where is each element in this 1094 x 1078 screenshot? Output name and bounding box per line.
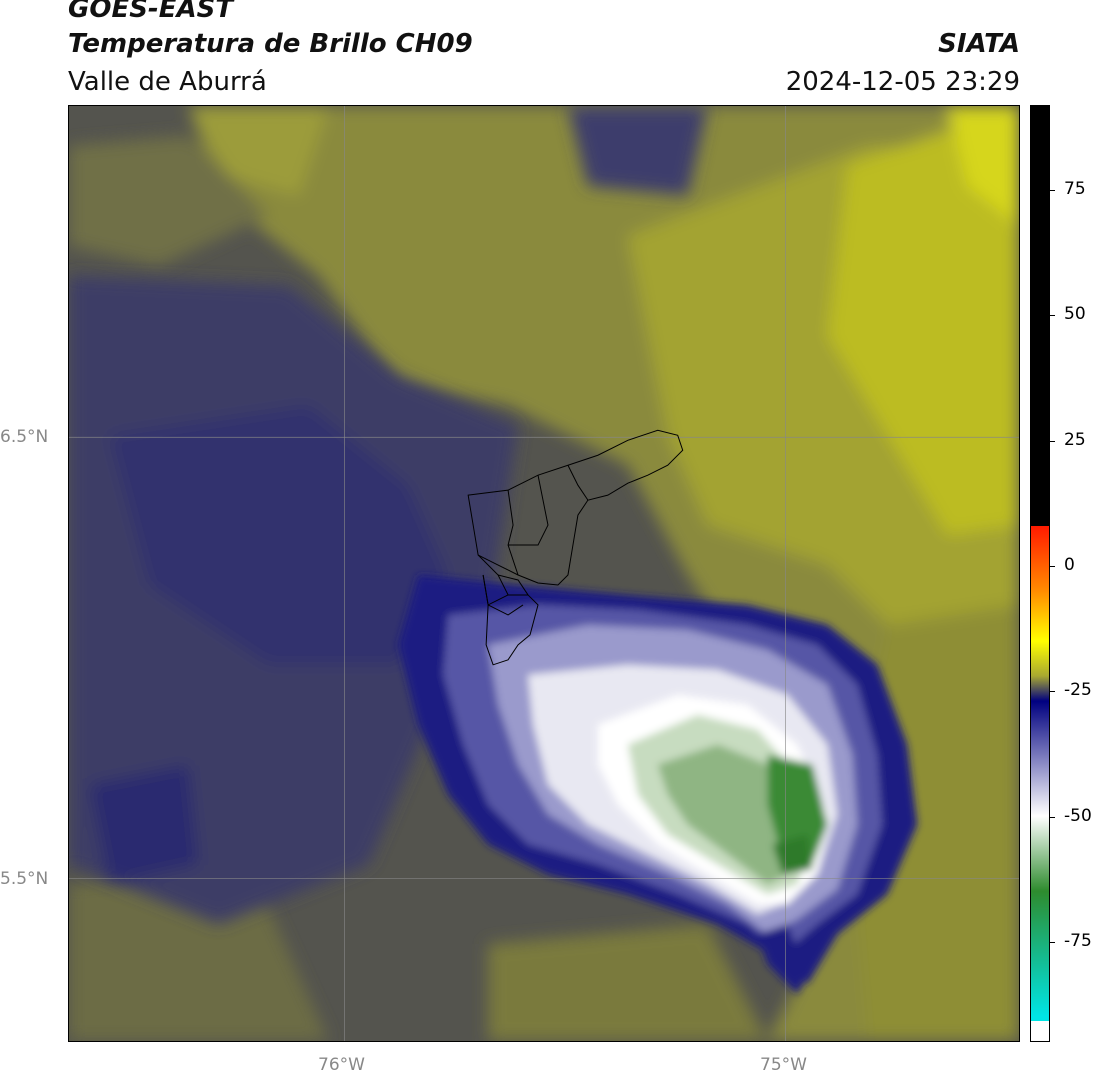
- org-label: SIATA: [938, 29, 1020, 59]
- title-line-1: GOES-EAST: [68, 0, 234, 24]
- colorbar-tick-label: 25: [1064, 429, 1086, 450]
- colorbar-tick-mark: [1050, 190, 1055, 192]
- lon-label-76w: 76°W: [318, 1055, 365, 1075]
- colorbar-tick-label: -25: [1064, 680, 1092, 701]
- map-image: [69, 106, 1019, 1041]
- lon-label-75w: 75°W: [760, 1055, 807, 1075]
- colorbar-tick-label: -50: [1064, 805, 1092, 826]
- lat-label-5-5n: 5.5°N: [0, 869, 49, 889]
- colorbar-tick-label: -75: [1064, 930, 1092, 951]
- colorbar: [1030, 105, 1050, 1042]
- map-panel: [68, 105, 1020, 1042]
- colorbar-tick-mark: [1050, 941, 1055, 943]
- colorbar-tick-label: 50: [1064, 304, 1086, 325]
- subtitle: Valle de Aburrá: [68, 67, 267, 97]
- colorbar-tick-mark: [1050, 691, 1055, 693]
- municipal-boundaries: [467, 429, 684, 666]
- colorbar-tick-mark: [1050, 816, 1055, 818]
- colorbar-tick-mark: [1050, 565, 1055, 567]
- colorbar-tick-mark: [1050, 440, 1055, 442]
- colorbar-tick-label: 75: [1064, 179, 1086, 200]
- datetime-label: 2024-12-05 23:29: [785, 67, 1020, 97]
- colorbar-tick-mark: [1050, 315, 1055, 317]
- lat-label-6-5n: 6.5°N: [0, 427, 49, 447]
- title-line-2: Temperatura de Brillo CH09: [68, 29, 473, 59]
- colorbar-tick-label: 0: [1064, 554, 1075, 575]
